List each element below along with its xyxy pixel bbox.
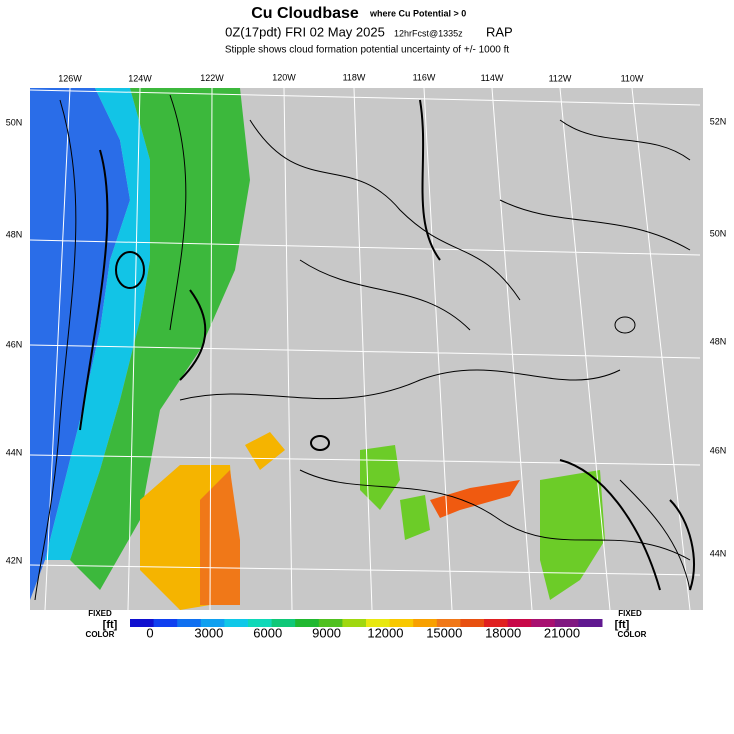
colorbar-swatch bbox=[224, 619, 249, 627]
title: Cu Cloudbase bbox=[251, 5, 359, 22]
contour-ring bbox=[115, 251, 145, 289]
latitude-label: 46N bbox=[710, 445, 727, 455]
latitude-label: 46N bbox=[6, 339, 23, 349]
colorbar-label: 0 bbox=[146, 625, 153, 640]
colorbar-label: 12000 bbox=[367, 625, 403, 640]
coast-band bbox=[45, 88, 150, 560]
colorbar-swatch bbox=[153, 619, 178, 627]
colorbar-swatch bbox=[436, 619, 461, 627]
model: RAP bbox=[486, 24, 513, 39]
longitude-label: 126W bbox=[58, 74, 82, 84]
colorbar-label: 15000 bbox=[426, 625, 462, 640]
contour bbox=[34, 94, 691, 601]
yellow-patch bbox=[245, 432, 285, 470]
contour-ring bbox=[310, 435, 330, 451]
green-patch bbox=[400, 495, 430, 540]
longitude-label: 122W bbox=[200, 73, 224, 83]
colorbar-swatch bbox=[271, 619, 296, 627]
colorbar-swatch bbox=[248, 619, 273, 627]
green-patch bbox=[540, 470, 605, 600]
longitude-label: 124W bbox=[128, 73, 152, 83]
colorbar-label: 18000 bbox=[485, 625, 521, 640]
colorbar-swatch bbox=[318, 619, 343, 627]
colorbar-swatch bbox=[507, 619, 532, 627]
longitude-label: 116W bbox=[413, 73, 436, 83]
title-note: where Cu Potential > 0 bbox=[369, 8, 466, 18]
latitude-label: 44N bbox=[6, 447, 23, 457]
longitude-label: 114W bbox=[481, 73, 504, 83]
legend-unit: [ft] bbox=[103, 619, 118, 631]
legend-unit: [ft] bbox=[615, 619, 630, 631]
colorbar-swatch bbox=[578, 619, 603, 627]
contour-ring bbox=[614, 316, 636, 334]
graticule bbox=[29, 87, 701, 611]
longitude-label: 110W bbox=[621, 74, 644, 84]
legend-fixed: FIXED bbox=[88, 609, 112, 618]
colorbar-swatch bbox=[413, 619, 438, 627]
latitude-label: 50N bbox=[710, 228, 727, 238]
colorbar-swatch bbox=[554, 619, 579, 627]
map bbox=[29, 87, 703, 611]
colorbar-swatch bbox=[460, 619, 485, 627]
colorbar-label: 6000 bbox=[253, 625, 282, 640]
legend-color: COLOR bbox=[86, 630, 115, 639]
latitude-label: 50N bbox=[6, 117, 23, 127]
colorbar-swatch bbox=[484, 619, 509, 627]
colorbar-label: 21000 bbox=[544, 625, 580, 640]
contour-thick bbox=[79, 99, 695, 591]
subtitle: Stipple shows cloud formation potential … bbox=[225, 45, 510, 56]
colorbar-label: 3000 bbox=[194, 625, 223, 640]
longitude-label: 112W bbox=[549, 73, 572, 83]
legend-color: COLOR bbox=[618, 630, 647, 639]
latitude-label: 48N bbox=[710, 336, 727, 346]
colorbar bbox=[130, 619, 603, 627]
latitude-label: 48N bbox=[6, 229, 23, 239]
latitude-label: 44N bbox=[710, 548, 727, 558]
green-patch bbox=[360, 445, 400, 510]
colorbar-swatch bbox=[177, 619, 202, 627]
forecast: 12hrFcst@1335z bbox=[394, 28, 463, 38]
latitude-label: 42N bbox=[6, 555, 23, 565]
colorbar-label: 9000 bbox=[312, 625, 341, 640]
colorbar-swatch bbox=[295, 619, 320, 627]
colorbar-swatch bbox=[200, 619, 225, 627]
colorbar-swatch bbox=[531, 619, 556, 627]
longitude-label: 118W bbox=[343, 72, 366, 82]
colorbar-swatch bbox=[130, 619, 155, 627]
valid-time: 0Z(17pdt) FRI 02 May 2025 bbox=[225, 24, 385, 39]
colorbar-swatch bbox=[389, 619, 414, 627]
green-band bbox=[70, 88, 250, 590]
colorbar-swatch bbox=[366, 619, 391, 627]
longitude-label: 120W bbox=[272, 73, 296, 83]
latitude-label: 52N bbox=[710, 116, 727, 126]
legend-fixed: FIXED bbox=[618, 609, 642, 618]
orange-patch bbox=[430, 480, 520, 518]
colorbar-swatch bbox=[342, 619, 367, 627]
